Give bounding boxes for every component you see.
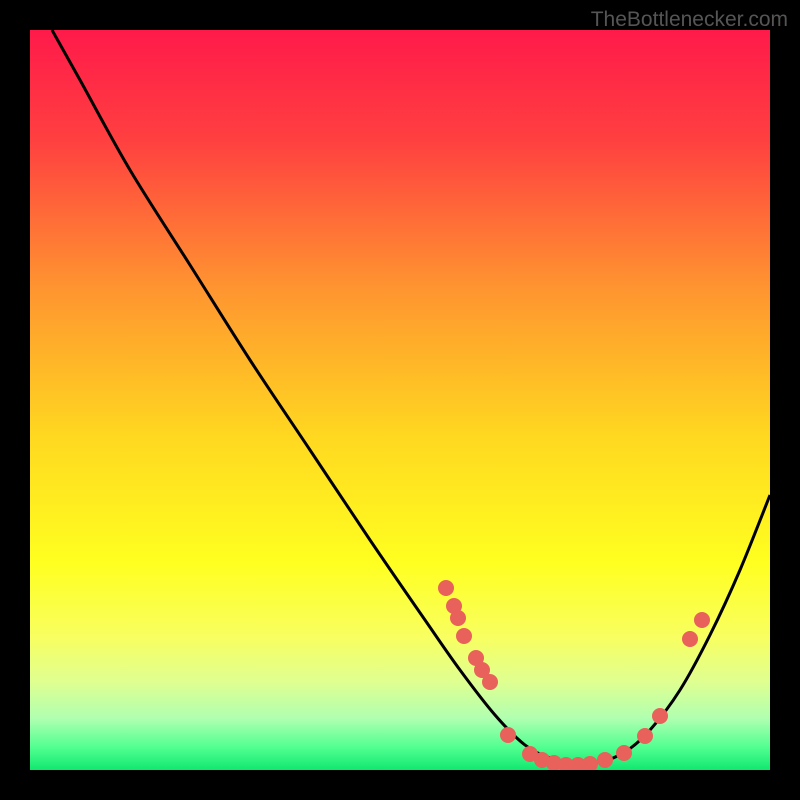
- chart-background: [30, 30, 770, 770]
- marker-point: [682, 631, 698, 647]
- chart-svg: [30, 30, 770, 770]
- marker-point: [438, 580, 454, 596]
- marker-point: [450, 610, 466, 626]
- chart-container: [30, 30, 770, 770]
- marker-point: [694, 612, 710, 628]
- marker-point: [616, 745, 632, 761]
- marker-point: [597, 752, 613, 768]
- marker-point: [456, 628, 472, 644]
- marker-point: [637, 728, 653, 744]
- marker-point: [652, 708, 668, 724]
- watermark-text: TheBottlenecker.com: [591, 8, 788, 32]
- marker-point: [482, 674, 498, 690]
- marker-point: [500, 727, 516, 743]
